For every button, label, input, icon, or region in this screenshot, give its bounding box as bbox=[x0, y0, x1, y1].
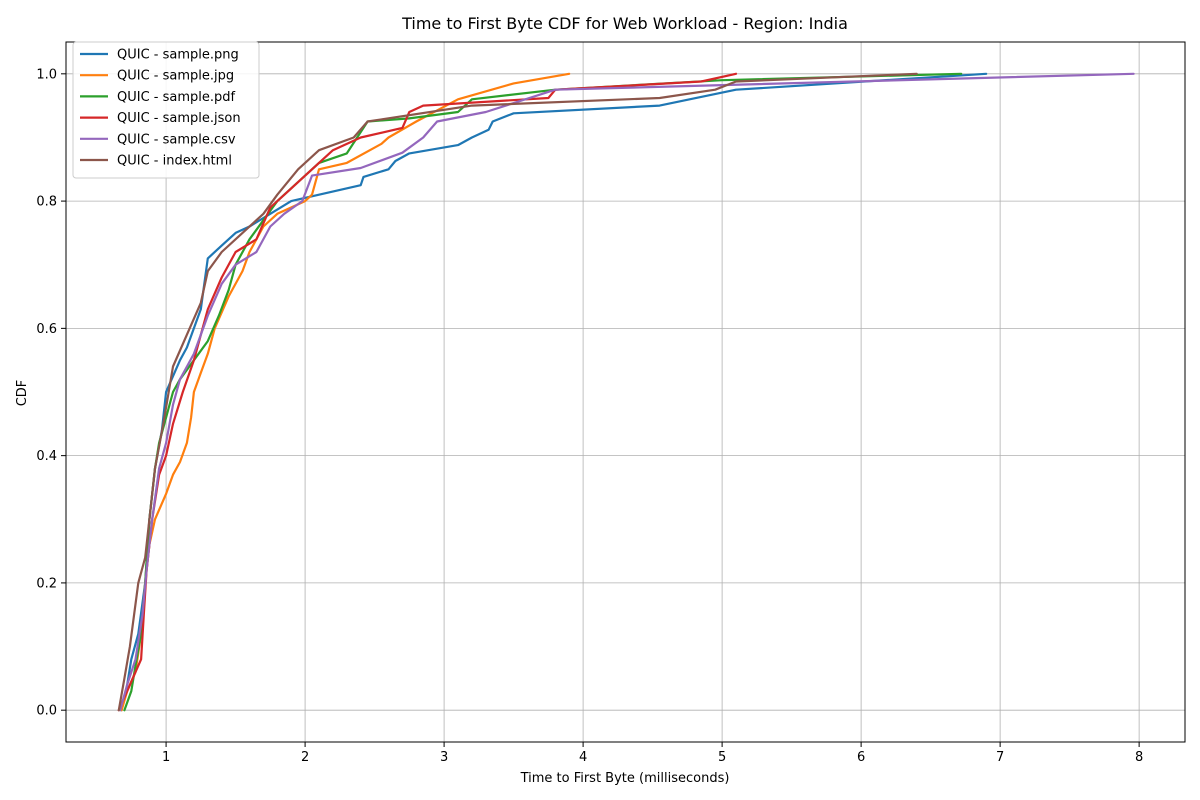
x-tick-label: 8 bbox=[1135, 750, 1143, 765]
legend-entry-label: QUIC - sample.jpg bbox=[117, 69, 234, 84]
y-tick-label: 0.8 bbox=[36, 195, 57, 210]
y-tick-label: 1.0 bbox=[36, 67, 57, 82]
grid-lines bbox=[66, 42, 1185, 742]
series-line-5 bbox=[119, 72, 1135, 712]
legend-entry-label: QUIC - sample.csv bbox=[117, 132, 236, 147]
legend-entry-label: QUIC - sample.json bbox=[117, 111, 241, 126]
legend-entry-label: QUIC - sample.pdf bbox=[117, 90, 236, 105]
y-tick-label: 0.6 bbox=[36, 322, 57, 337]
legend-entry-label: QUIC - index.html bbox=[117, 154, 232, 169]
legend: QUIC - sample.png QUIC - sample.jpg QUIC -… bbox=[72, 41, 260, 179]
x-tick-label: 6 bbox=[857, 750, 865, 765]
y-tick-label: 0.2 bbox=[36, 576, 57, 591]
legend-box bbox=[72, 41, 260, 179]
x-tick-label: 5 bbox=[718, 750, 726, 765]
x-tick-label: 3 bbox=[440, 750, 448, 765]
series-line-6 bbox=[117, 72, 918, 712]
y-axis-ticks: 0.0 0.2 0.4 0.6 0.8 1.0 bbox=[36, 67, 66, 719]
y-tick-label: 0.0 bbox=[36, 704, 57, 719]
plot-area-frame bbox=[65, 41, 1186, 743]
x-tick-label: 4 bbox=[579, 750, 587, 765]
x-tick-label: 1 bbox=[162, 750, 170, 765]
x-axis-label: Time to First Byte (milliseconds) bbox=[520, 771, 730, 786]
x-axis-ticks: 1 2 3 4 5 6 7 8 bbox=[162, 742, 1143, 765]
chart-title: Time to First Byte CDF for Web Workload … bbox=[401, 14, 848, 33]
y-axis-label: CDF bbox=[15, 380, 30, 407]
x-tick-label: 7 bbox=[996, 750, 1004, 765]
legend-entry-label: QUIC - sample.png bbox=[117, 48, 239, 63]
x-tick-label: 2 bbox=[301, 750, 309, 765]
plot-series-group bbox=[117, 72, 1135, 712]
y-tick-label: 0.4 bbox=[36, 449, 57, 464]
